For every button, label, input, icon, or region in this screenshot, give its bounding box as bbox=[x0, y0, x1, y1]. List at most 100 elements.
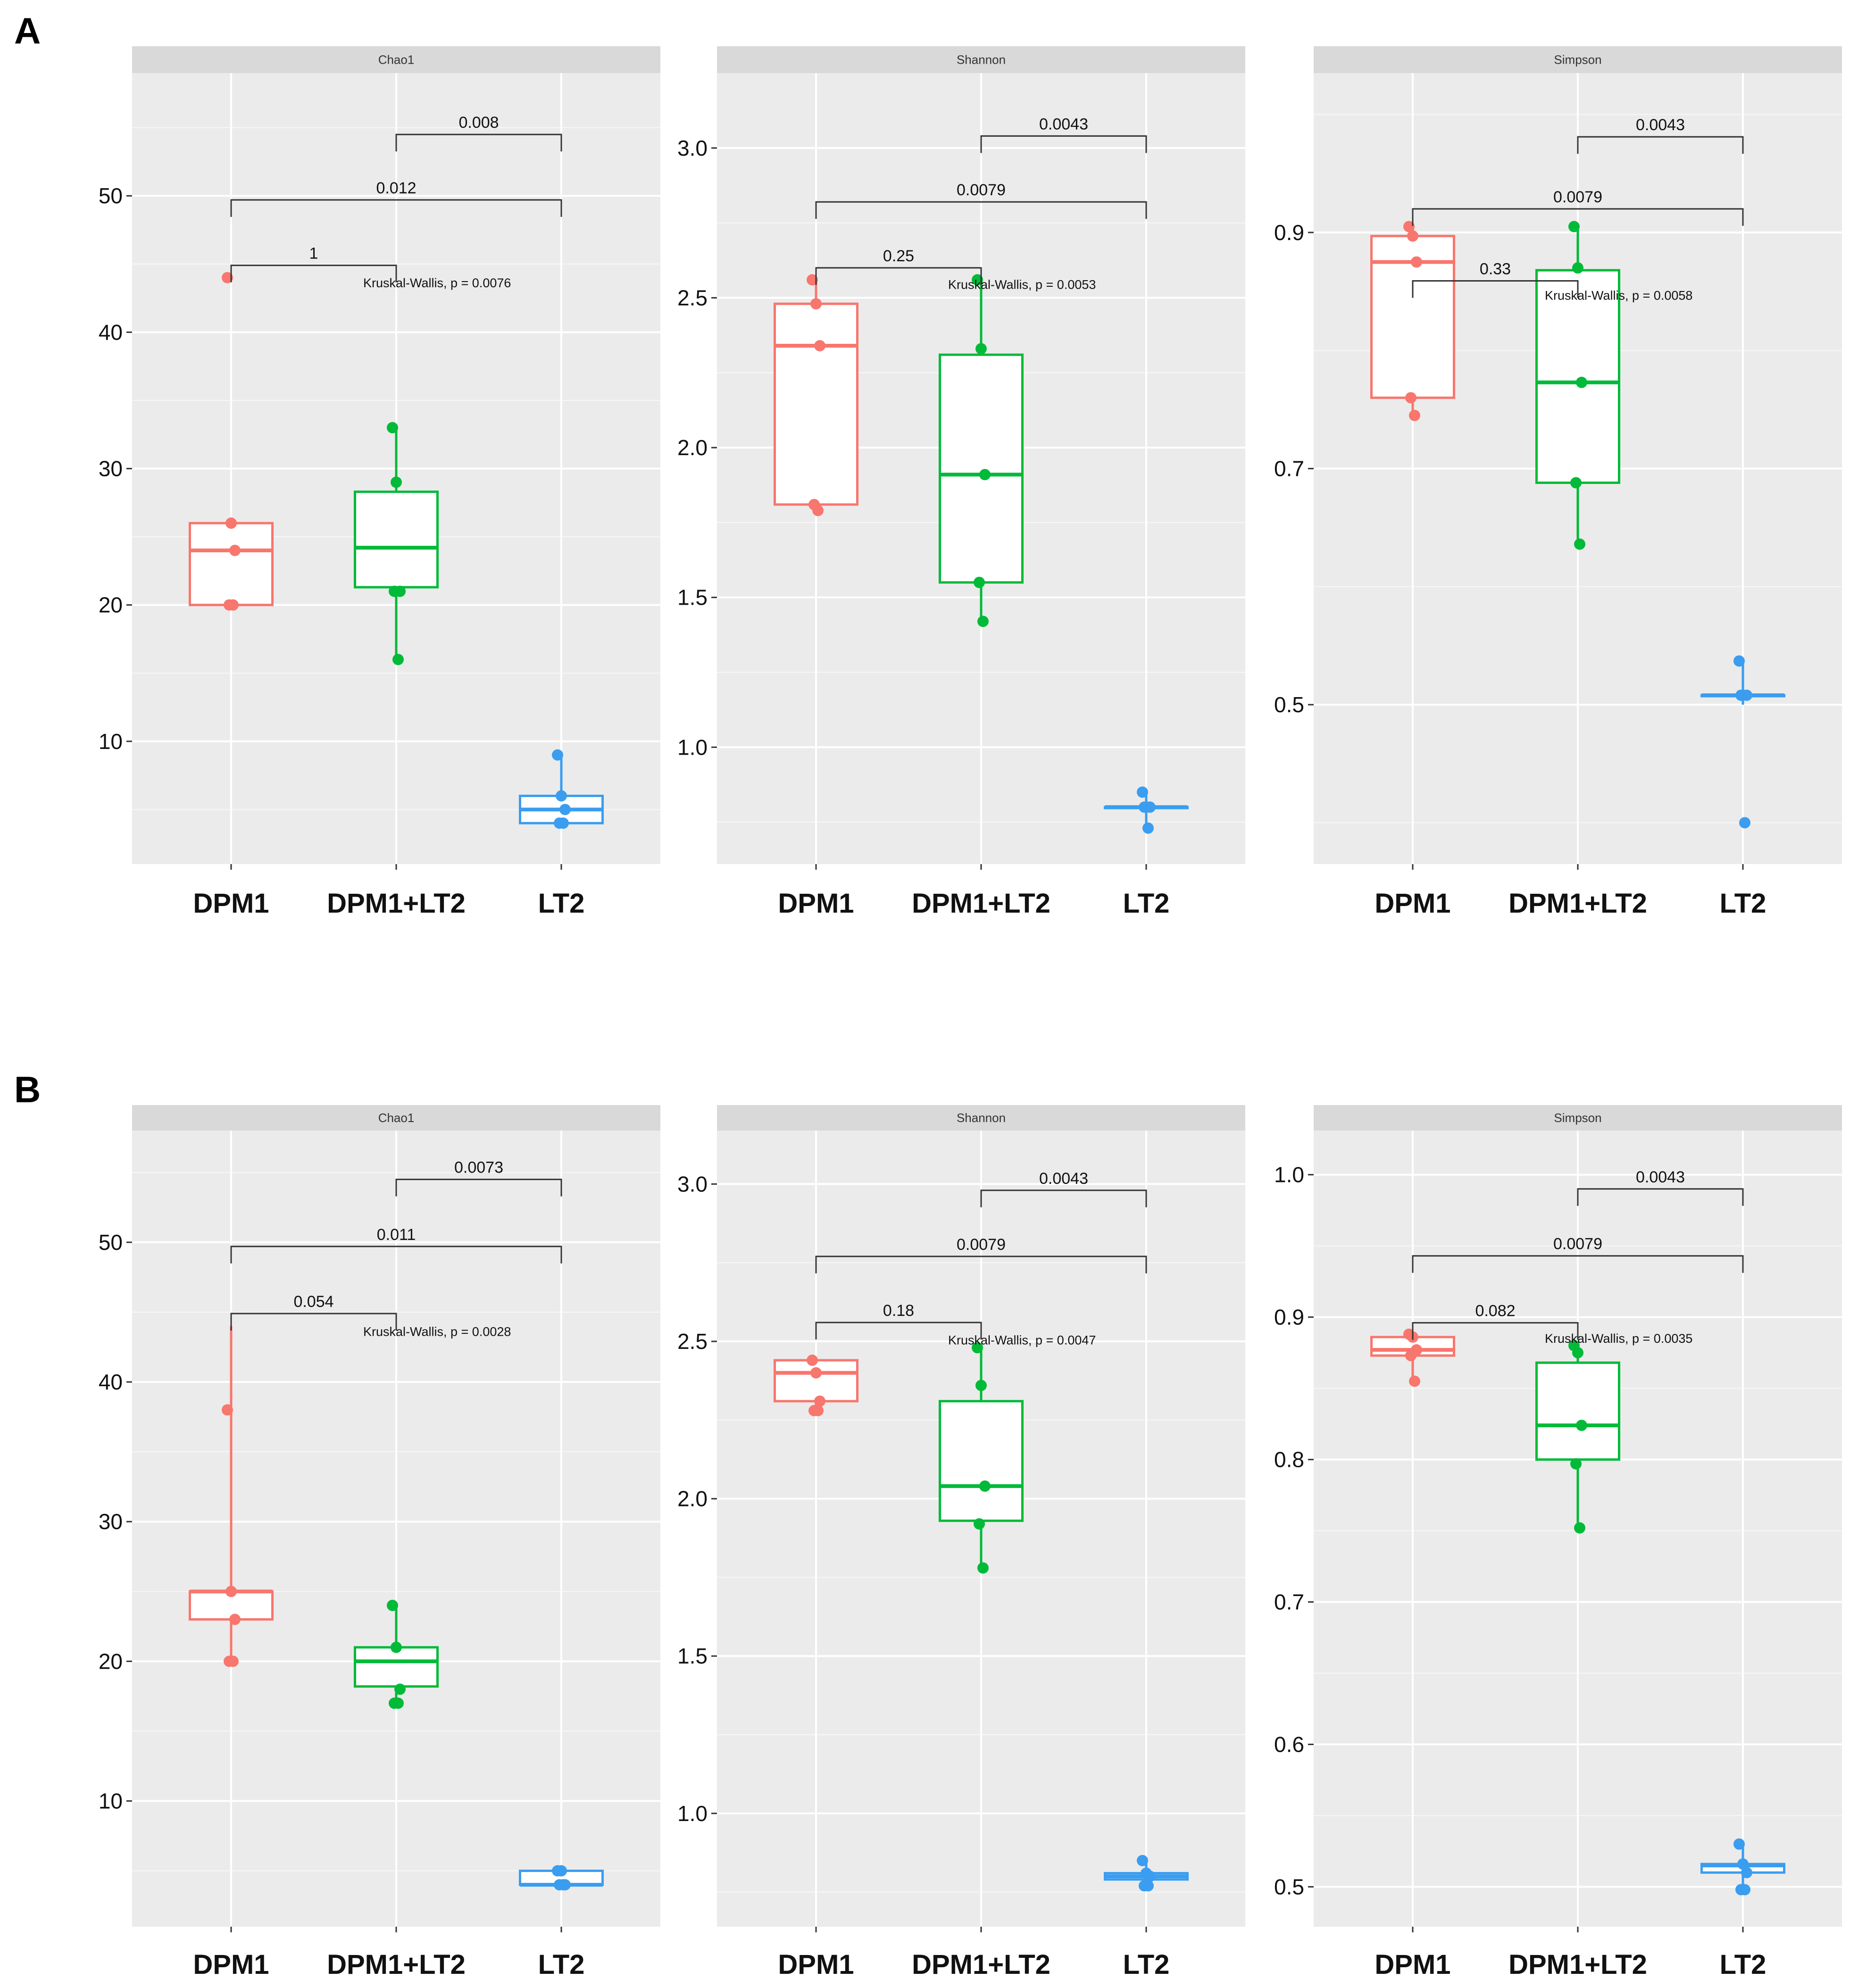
p-value-label: 0.011 bbox=[377, 1226, 416, 1244]
y-tick-label: 0.7 bbox=[1274, 1590, 1304, 1614]
box-body bbox=[190, 523, 273, 605]
p-value-label: 0.33 bbox=[1480, 260, 1511, 278]
y-tick-label: 50 bbox=[99, 1230, 123, 1255]
kruskal-wallis-label: Kruskal-Wallis, p = 0.0058 bbox=[1545, 289, 1692, 303]
data-point bbox=[1144, 1871, 1156, 1882]
x-tick-label: LT2 bbox=[538, 1949, 585, 1980]
x-tick-label: LT2 bbox=[1720, 1949, 1766, 1980]
data-point bbox=[229, 1614, 241, 1625]
data-point bbox=[1576, 1420, 1587, 1431]
data-point bbox=[810, 1367, 822, 1379]
chart-a-chao1: Chao110203040500.0080.0121Kruskal-Wallis… bbox=[99, 46, 660, 919]
data-point bbox=[1411, 256, 1422, 267]
data-point bbox=[558, 1879, 569, 1890]
y-tick-label: 2.5 bbox=[677, 285, 708, 310]
data-point bbox=[1409, 1375, 1420, 1387]
facet-title: Shannon bbox=[957, 1111, 1006, 1125]
data-point bbox=[977, 616, 989, 627]
facet-title: Chao1 bbox=[378, 53, 415, 67]
kruskal-wallis-label: Kruskal-Wallis, p = 0.0053 bbox=[948, 277, 1096, 291]
chart-a-shannon: Shannon1.01.52.02.53.00.00430.00790.25Kr… bbox=[677, 46, 1245, 919]
p-value-label: 0.0043 bbox=[1636, 116, 1685, 134]
y-tick-label: 0.9 bbox=[1274, 1305, 1304, 1330]
data-point bbox=[1405, 392, 1416, 403]
p-value-label: 0.054 bbox=[293, 1293, 333, 1311]
x-tick-label: DPM1 bbox=[778, 888, 854, 919]
box-dpm1 bbox=[1372, 221, 1454, 421]
y-tick-label: 1.5 bbox=[677, 585, 708, 610]
p-value-label: 0.008 bbox=[458, 114, 499, 132]
data-point bbox=[807, 1355, 818, 1366]
y-tick-label: 2.5 bbox=[677, 1329, 708, 1354]
y-tick-label: 1.0 bbox=[677, 1801, 708, 1826]
data-point bbox=[389, 586, 400, 597]
y-tick-label: 20 bbox=[99, 1649, 123, 1673]
y-tick-label: 0.5 bbox=[1274, 1874, 1304, 1899]
data-point bbox=[1139, 801, 1150, 813]
data-point bbox=[1739, 817, 1750, 828]
y-tick-label: 20 bbox=[99, 593, 123, 617]
y-tick-label: 30 bbox=[99, 457, 123, 481]
x-tick-label: DPM1+LT2 bbox=[327, 1949, 466, 1980]
data-point bbox=[392, 654, 404, 665]
data-point bbox=[1137, 1855, 1148, 1866]
data-point bbox=[558, 817, 569, 829]
data-point bbox=[387, 1600, 398, 1611]
data-point bbox=[1570, 1458, 1582, 1470]
x-tick-label: LT2 bbox=[1720, 888, 1766, 919]
data-point bbox=[556, 790, 567, 801]
data-point bbox=[227, 1655, 239, 1667]
chart-b-simpson: Simpson0.50.60.70.80.91.0 0.00430.00790.0… bbox=[1274, 1105, 1842, 1980]
data-point bbox=[1739, 1884, 1750, 1895]
data-point bbox=[979, 469, 991, 480]
kruskal-wallis-label: Kruskal-Wallis, p = 0.0028 bbox=[363, 1324, 511, 1339]
x-tick-label: DPM1 bbox=[193, 1949, 269, 1980]
kruskal-wallis-label: Kruskal-Wallis, p = 0.0047 bbox=[948, 1333, 1096, 1348]
y-tick-label: 10 bbox=[99, 1788, 123, 1813]
y-tick-label: 40 bbox=[99, 1370, 123, 1394]
data-point bbox=[979, 1481, 991, 1492]
box-body bbox=[775, 1360, 858, 1401]
box-body bbox=[1537, 1363, 1619, 1459]
data-point bbox=[229, 545, 241, 556]
y-tick-label: 1.5 bbox=[677, 1644, 708, 1668]
data-point bbox=[810, 298, 822, 309]
box-body bbox=[940, 1401, 1023, 1521]
x-tick-label: DPM1+LT2 bbox=[1508, 888, 1647, 919]
chart-b-chao1: Chao1 10 20 30 40 50 0.0073 0.011 0.054 Kruskal-W… bbox=[99, 1105, 660, 1980]
y-tick-label: 50 bbox=[99, 183, 123, 208]
kruskal-wallis-label: Kruskal-Wallis, p = 0.0076 bbox=[363, 276, 511, 290]
x-tick-label: DPM1 bbox=[778, 1949, 854, 1980]
data-point bbox=[814, 340, 825, 351]
p-value-label: 0.082 bbox=[1475, 1302, 1515, 1320]
data-point bbox=[392, 1697, 404, 1709]
data-point bbox=[1405, 1350, 1416, 1361]
x-tick-label: DPM1 bbox=[193, 888, 269, 919]
data-point bbox=[391, 476, 402, 488]
data-point bbox=[1137, 787, 1148, 798]
data-point bbox=[977, 1562, 989, 1573]
y-tick-label: 3.0 bbox=[677, 1172, 708, 1196]
x-tick-label: DPM1 bbox=[1375, 888, 1450, 919]
p-value-label: 1 bbox=[309, 245, 318, 263]
chart-b-shannon: Shannon1.01.52.02.53.0 0.00430.00790.18Kr… bbox=[677, 1105, 1245, 1980]
data-point bbox=[1572, 262, 1583, 274]
data-point bbox=[387, 422, 398, 433]
data-point bbox=[1574, 1522, 1585, 1533]
data-point bbox=[974, 577, 985, 588]
y-tick-label: 2.0 bbox=[677, 435, 708, 460]
data-point bbox=[1142, 823, 1154, 834]
data-point bbox=[1407, 230, 1418, 241]
data-point bbox=[1142, 1880, 1154, 1891]
x-tick-label: DPM1+LT2 bbox=[912, 1949, 1050, 1980]
data-point bbox=[1733, 655, 1745, 666]
data-point bbox=[556, 1865, 567, 1877]
charts-canvas: Chao110203040500.0080.0121Kruskal-Wallis… bbox=[0, 0, 1858, 1988]
box-body bbox=[940, 355, 1023, 582]
facet-title: Chao1 bbox=[378, 1111, 415, 1125]
y-tick-label: 2.0 bbox=[677, 1487, 708, 1511]
y-tick-label: 0.8 bbox=[1274, 1447, 1304, 1472]
data-point bbox=[812, 505, 824, 516]
p-value-label: 0.0079 bbox=[957, 1236, 1006, 1254]
y-tick-label: 0.9 bbox=[1274, 220, 1304, 245]
